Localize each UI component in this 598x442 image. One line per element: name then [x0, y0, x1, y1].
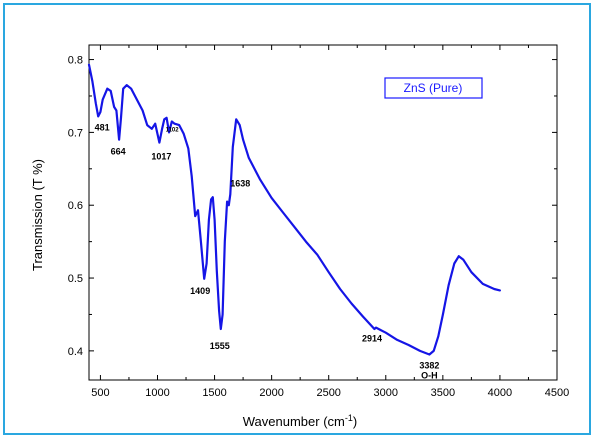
plot-area	[88, 44, 558, 381]
peak-label: 1409	[190, 286, 210, 296]
peak-label: 2914	[362, 334, 382, 344]
x-tick-label: 2000	[259, 387, 283, 399]
x-tick-label: 3000	[374, 387, 398, 399]
legend-box	[384, 77, 483, 99]
y-tick-label: 0.4	[68, 346, 83, 358]
peak-label: 1638	[230, 178, 250, 188]
y-tick-label: 0.7	[68, 127, 83, 139]
peak-label: 664	[111, 147, 126, 157]
x-tick-label: 1000	[145, 387, 169, 399]
x-axis-title-end: )	[353, 414, 357, 429]
x-axis-title-main: Wavenumber (cm	[243, 414, 345, 429]
x-tick-label: 500	[91, 387, 109, 399]
peak-label: O-H	[421, 371, 438, 381]
x-tick-label: 1500	[202, 387, 226, 399]
x-tick-label: 2500	[316, 387, 340, 399]
peak-label: 1102	[166, 127, 180, 133]
series-line-zns-pure	[87, 63, 501, 356]
peak-label: 1017	[151, 152, 171, 162]
peak-label: 481	[95, 122, 110, 132]
y-tick-label: 0.8	[68, 55, 83, 67]
x-tick-label: 4500	[545, 387, 569, 399]
peak-label: 3382	[419, 361, 439, 371]
x-axis-title-sup: -1	[345, 413, 353, 423]
legend: ZnS (Pure)	[384, 77, 483, 99]
x-tick-label: 3500	[431, 387, 455, 399]
x-axis-ticks: 500 1000 1500 2000 2500 3000 3500 4000 4500	[91, 45, 569, 399]
x-axis-title: Wavenumber (cm-1)	[243, 413, 357, 429]
y-axis-ticks: 0.4 0.5 0.6 0.7 0.8	[68, 55, 557, 358]
y-tick-label: 0.6	[68, 200, 83, 212]
x-tick-label: 4000	[488, 387, 512, 399]
y-tick-label: 0.5	[68, 273, 83, 285]
y-axis-title: Transmission (T %)	[30, 159, 45, 271]
legend-label: ZnS (Pure)	[404, 81, 463, 95]
peak-label: 1555	[210, 341, 230, 351]
